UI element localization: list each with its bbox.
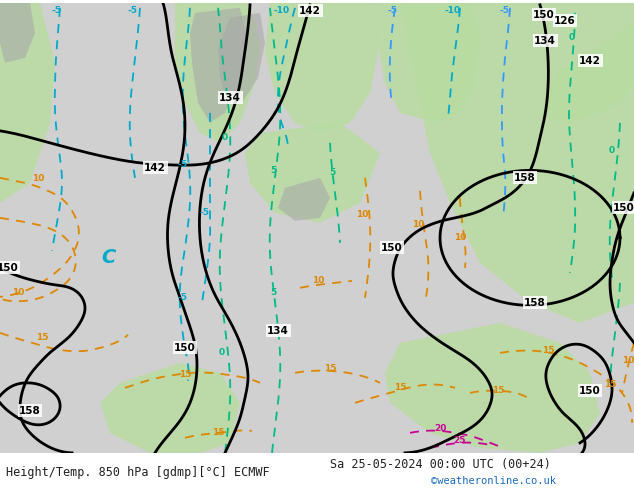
Text: -5: -5: [200, 208, 210, 218]
Text: ©weatheronline.co.uk: ©weatheronline.co.uk: [431, 476, 556, 486]
Text: 134: 134: [267, 326, 289, 336]
Text: 15: 15: [541, 346, 554, 355]
Polygon shape: [0, 3, 55, 203]
Text: -10: -10: [274, 6, 290, 15]
Polygon shape: [218, 13, 265, 103]
Polygon shape: [278, 178, 330, 221]
Polygon shape: [245, 123, 380, 223]
Text: 142: 142: [299, 6, 321, 16]
Polygon shape: [190, 8, 248, 123]
Polygon shape: [385, 323, 600, 453]
Text: Sa 25-05-2024 00:00 UTC (00+24): Sa 25-05-2024 00:00 UTC (00+24): [330, 458, 550, 471]
Text: -5: -5: [500, 6, 510, 15]
Polygon shape: [545, 23, 634, 123]
Text: 10: 10: [622, 356, 634, 366]
Text: 20: 20: [434, 424, 446, 433]
Text: 0: 0: [609, 147, 615, 155]
Text: 10: 10: [312, 276, 324, 285]
Text: 10: 10: [454, 233, 466, 243]
Text: 15: 15: [604, 380, 616, 390]
Text: 126: 126: [554, 16, 576, 26]
Text: 10: 10: [32, 174, 44, 183]
Text: 134: 134: [219, 93, 241, 103]
Text: 134: 134: [534, 36, 556, 46]
Text: 10: 10: [12, 288, 24, 297]
Text: 15: 15: [492, 386, 504, 395]
Polygon shape: [0, 3, 35, 63]
Polygon shape: [370, 3, 480, 123]
Text: 150: 150: [0, 263, 19, 273]
Polygon shape: [175, 3, 260, 143]
Text: Height/Temp. 850 hPa [gdmp][°C] ECMWF: Height/Temp. 850 hPa [gdmp][°C] ECMWF: [6, 466, 270, 479]
Polygon shape: [400, 3, 634, 323]
Text: -5: -5: [178, 160, 188, 170]
Text: 5: 5: [329, 169, 335, 177]
Text: 0: 0: [569, 33, 575, 42]
Text: 158: 158: [514, 173, 536, 183]
Text: -5: -5: [52, 6, 62, 15]
Text: 5: 5: [270, 288, 276, 297]
Text: 142: 142: [144, 163, 166, 173]
Text: 150: 150: [381, 243, 403, 253]
Text: 158: 158: [524, 298, 546, 308]
Text: 0: 0: [219, 348, 225, 357]
Text: 150: 150: [613, 203, 634, 213]
Text: C: C: [101, 248, 115, 268]
Text: 150: 150: [174, 343, 196, 353]
Text: 5: 5: [270, 166, 276, 175]
Text: 15: 15: [324, 365, 336, 373]
Text: 25: 25: [454, 437, 466, 445]
Text: -5: -5: [178, 294, 188, 302]
Text: 150: 150: [533, 10, 555, 20]
Text: -5: -5: [128, 6, 138, 15]
Polygon shape: [100, 363, 240, 453]
Text: 10: 10: [356, 210, 368, 220]
Text: 15: 15: [179, 370, 191, 379]
Text: 10: 10: [412, 220, 424, 229]
Text: 150: 150: [579, 386, 601, 396]
Text: 15: 15: [212, 428, 224, 438]
Text: 158: 158: [19, 406, 41, 416]
Text: 142: 142: [579, 56, 601, 66]
Polygon shape: [265, 3, 380, 133]
Text: -5: -5: [387, 6, 397, 15]
Text: -10: -10: [445, 6, 461, 15]
Text: 15: 15: [394, 383, 406, 392]
Text: 0: 0: [222, 133, 228, 143]
Text: 15: 15: [36, 333, 48, 343]
